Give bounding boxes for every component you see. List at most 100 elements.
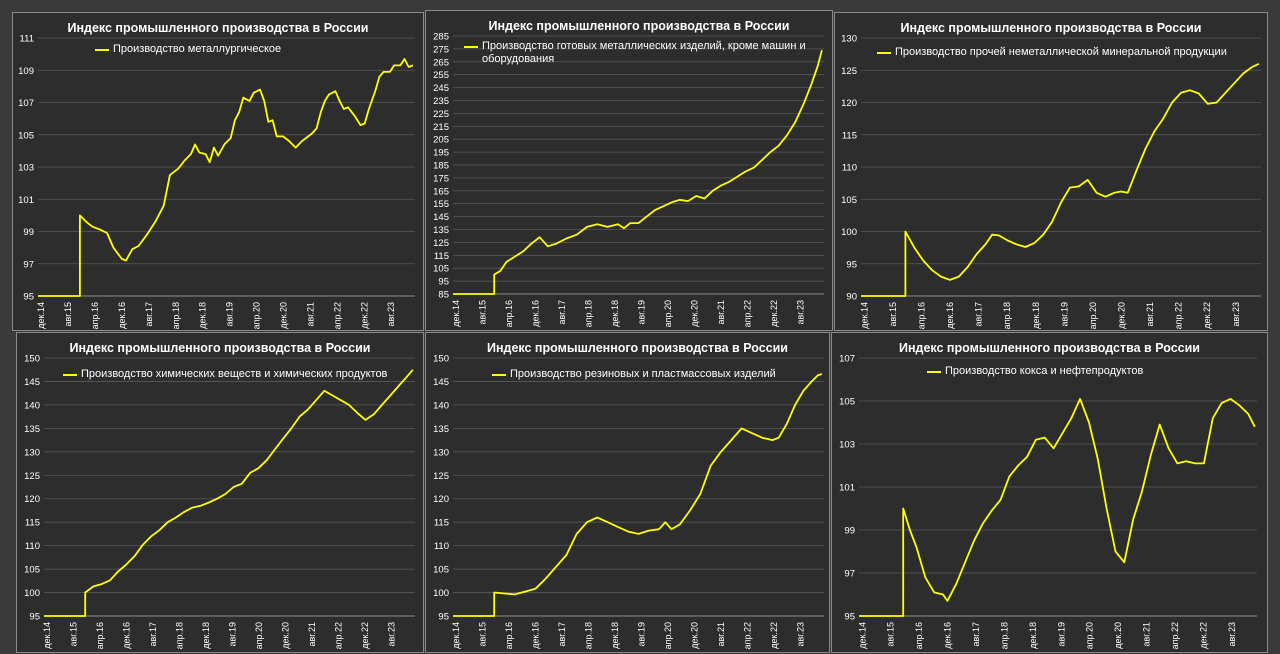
chart-plot: 95 97 99 101 103 105 107 дек.14 авг.15 апр.16 дек.… [839, 354, 1257, 649]
x-tick-label: апр.16 [914, 622, 924, 649]
y-tick-label: 105 [433, 264, 449, 275]
x-tick-label: авг.15 [69, 622, 79, 646]
x-tick-label: дек.14 [857, 622, 867, 649]
chart-panel-coke-petroleum: 95 97 99 101 103 105 107 дек.14 авг.15 апр.16 дек.… [831, 332, 1268, 653]
legend: Производство химических веществ и химиче… [63, 368, 413, 381]
y-tick-label: 245 [433, 83, 449, 94]
x-tick-label: авг.21 [1145, 302, 1155, 326]
y-tick-label: 105 [24, 565, 40, 576]
y-tick-label: 107 [839, 354, 855, 365]
y-tick-label: 95 [438, 612, 449, 623]
y-tick-label: 115 [842, 130, 857, 141]
y-tick-label: 105 [433, 565, 449, 576]
y-tick-label: 115 [434, 518, 449, 529]
x-tick-label: дек.18 [1031, 302, 1041, 329]
y-tick-label: 97 [844, 569, 855, 580]
chart-panel-nonmetallic-minerals: 90 95 100 105 110 115 120 125 130 дек.14 авг.15 апр… [834, 12, 1268, 331]
y-tick-label: 99 [23, 227, 34, 238]
x-tick-label: дек.16 [531, 622, 541, 649]
x-tick-label: дек.16 [117, 302, 127, 329]
y-tick-label: 100 [841, 227, 857, 238]
y-tick-label: 111 [20, 34, 34, 45]
y-tick-label: 145 [433, 212, 449, 223]
chart-panel-metallurgy: 95 97 99 101 103 105 107 109 111 дек.14 авг.15 апр.… [12, 12, 424, 331]
x-tick-label: авг.21 [307, 622, 317, 646]
x-tick-label: дек.20 [1113, 622, 1123, 649]
x-tick-label: апр.22 [334, 622, 344, 649]
x-tick-label: дек.22 [359, 302, 369, 329]
series-line [453, 373, 823, 617]
legend-swatch [492, 374, 506, 376]
x-tick-label: апр.18 [584, 622, 594, 649]
y-tick-label: 135 [433, 225, 449, 236]
x-tick-label: авг.21 [716, 300, 726, 324]
y-tick-label: 150 [24, 354, 40, 365]
x-tick-label: дек.20 [1116, 302, 1126, 329]
series-line [44, 369, 414, 617]
y-tick-label: 195 [433, 148, 449, 159]
legend: Производство резиновых и пластмассовых и… [492, 368, 812, 381]
chart-title: Индекс промышленного производства в Росс… [899, 341, 1200, 355]
y-tick-label: 85 [438, 290, 449, 301]
x-tick-label: дек.20 [281, 622, 291, 649]
chart-plot: 95 100 105 110 115 120 125 130 135 140 145 150 дек.1… [433, 354, 824, 649]
y-tick-label: 125 [433, 471, 449, 482]
x-tick-label: дек.14 [42, 622, 52, 649]
y-tick-label: 105 [18, 130, 34, 141]
y-tick-label: 140 [433, 400, 449, 411]
x-tick-label: дек.22 [1202, 302, 1212, 329]
y-tick-label: 255 [433, 70, 449, 81]
y-tick-label: 115 [434, 251, 449, 262]
x-tick-label: авг.17 [971, 622, 981, 646]
x-tick-label: дек.18 [610, 300, 620, 327]
y-tick-label: 100 [24, 588, 40, 599]
y-tick-label: 90 [846, 292, 857, 303]
y-tick-label: 95 [29, 612, 40, 623]
x-tick-label: авг.15 [478, 300, 488, 324]
legend-swatch [927, 371, 941, 373]
x-tick-label: дек.14 [451, 300, 461, 327]
x-tick-label: апр.16 [95, 622, 105, 649]
series-line [859, 398, 1256, 617]
y-tick-label: 175 [433, 173, 449, 184]
y-tick-label: 135 [433, 424, 449, 435]
y-tick-label: 130 [433, 447, 449, 458]
x-tick-label: авг.21 [1142, 622, 1152, 646]
x-tick-label: дек.20 [690, 300, 700, 327]
x-tick-label: авг.17 [974, 302, 984, 326]
y-tick-label: 120 [433, 494, 449, 505]
y-tick-label: 115 [25, 518, 40, 529]
x-tick-label: авг.21 [305, 302, 315, 326]
legend-swatch [877, 52, 891, 54]
x-tick-label: авг.23 [387, 622, 397, 646]
x-tick-label: дек.16 [122, 622, 132, 649]
y-tick-label: 95 [846, 259, 857, 270]
y-tick-label: 101 [18, 195, 34, 206]
x-tick-label: апр.20 [663, 622, 673, 649]
y-tick-label: 205 [433, 135, 449, 146]
x-tick-label: апр.18 [171, 302, 181, 329]
x-tick-label: дек.18 [201, 622, 211, 649]
x-tick-label: дек.16 [945, 302, 955, 329]
y-tick-label: 125 [24, 471, 40, 482]
y-tick-label: 140 [24, 400, 40, 411]
x-tick-label: апр.22 [1174, 302, 1184, 329]
chart-panel-metal-products: 85 95 105 115 125 135 145 155 165 175 185 195 205 215… [425, 10, 833, 331]
y-tick-label: 125 [841, 66, 857, 77]
chart-title: Индекс промышленного производства в Росс… [900, 21, 1202, 35]
y-tick-label: 145 [24, 377, 40, 388]
y-tick-label: 109 [18, 66, 34, 77]
x-tick-label: дек.20 [278, 302, 288, 329]
x-tick-label: авг.15 [886, 622, 896, 646]
y-tick-label: 120 [24, 494, 40, 505]
y-tick-label: 107 [18, 98, 34, 109]
x-tick-label: дек.14 [36, 302, 46, 329]
y-tick-label: 145 [433, 377, 449, 388]
x-tick-label: авг.23 [386, 302, 396, 326]
y-tick-label: 95 [844, 612, 855, 623]
y-tick-label: 103 [839, 440, 855, 451]
y-tick-label: 225 [433, 109, 449, 120]
y-tick-label: 103 [18, 163, 34, 174]
legend-label: Производство металлургическое [113, 43, 282, 55]
x-tick-label: дек.18 [198, 302, 208, 329]
